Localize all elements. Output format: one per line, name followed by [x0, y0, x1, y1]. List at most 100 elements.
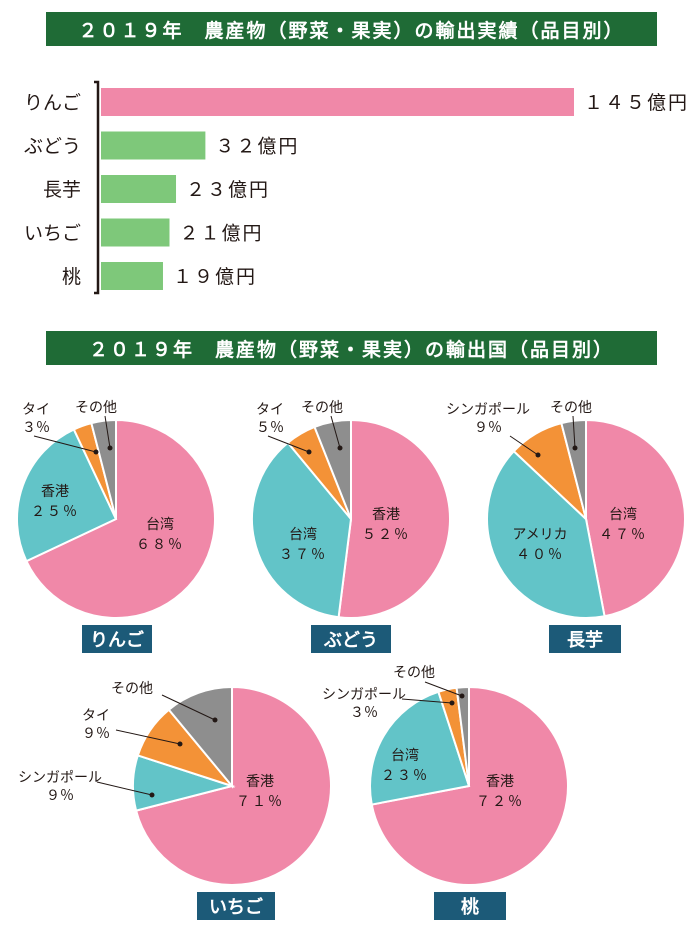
- pie-outside-name: シンガポール: [18, 770, 102, 786]
- pie-slice-value: ２３％: [381, 768, 429, 784]
- pie-outside-value: ３％: [22, 420, 50, 436]
- pie-slice-value: ２５％: [31, 504, 79, 520]
- pie-slice-value: ７２％: [476, 794, 524, 810]
- pie-outside-value: ９％: [46, 788, 74, 804]
- bar-1: [101, 131, 206, 160]
- pie-outside-name: その他: [111, 681, 153, 697]
- pie-title-tag: [311, 625, 391, 653]
- pie-slice-name: 台湾: [289, 526, 317, 543]
- pie-outside-name: シンガポール: [322, 687, 406, 703]
- pie-leader-line: [115, 729, 181, 745]
- pie-leader-line: [96, 781, 153, 796]
- pie-slice-name: 香港: [246, 774, 274, 790]
- pie-leader-line: [509, 435, 539, 456]
- pie-slice-0: [585, 418, 686, 618]
- pie-slice-3: [455, 685, 470, 787]
- pie-slice-name: 台湾: [146, 516, 174, 533]
- pie-outside-value: ５％: [256, 420, 284, 436]
- pie-leader-line: [267, 435, 310, 453]
- pie-slice-value: ６８％: [136, 537, 184, 553]
- pie-leader-dot: [459, 693, 465, 699]
- pie-chart-banner: ２０１９年 農産物（野菜・果実）の輸出国（品目別）: [46, 331, 657, 365]
- pie-outside-name: シンガポール: [446, 402, 530, 418]
- pie-outside-value: ３％: [350, 705, 378, 721]
- pie-slice-value: ４０％: [516, 547, 564, 563]
- bar-category-label: 桃: [62, 266, 81, 288]
- pie-leader-line: [104, 415, 111, 449]
- pie-slice-name: 台湾: [609, 506, 637, 523]
- pie-title-tag: [82, 625, 152, 653]
- pie-outside-value: ９％: [474, 420, 502, 436]
- pie-outside-value: ９％: [82, 726, 110, 742]
- pie-slice-name: 香港: [372, 507, 400, 523]
- pie-leader-dot: [306, 449, 312, 455]
- pie-outside-name: その他: [550, 400, 592, 416]
- pie-slice-name: 香港: [486, 774, 514, 790]
- pie-leader-dot: [449, 700, 455, 706]
- pie-title: りんご: [90, 629, 144, 651]
- pie-title-tag: [434, 892, 506, 920]
- pie-slice-1: [16, 428, 118, 563]
- pie-leader-line: [161, 694, 216, 721]
- pie-slice-name: 香港: [41, 484, 69, 500]
- bar-chart-banner: ２０１９年 農産物（野菜・果実）の輸出実績（品目別）: [46, 12, 657, 46]
- pie-leader-dot: [107, 445, 113, 451]
- pie-slice-0: [337, 418, 451, 619]
- bar-category-label: いちご: [24, 223, 81, 245]
- bar-value-label: ２１億円: [180, 223, 264, 245]
- pie-outside-name: タイ: [82, 708, 110, 724]
- pie-title: ぶどう: [323, 630, 378, 651]
- pie-slice-value: ４７％: [599, 527, 647, 543]
- bar-axis: [94, 80, 100, 295]
- pie-leader-dot: [93, 449, 99, 455]
- bar-value-label: ３２億円: [215, 136, 299, 158]
- pie-leader-dot: [177, 741, 183, 747]
- pie-leader-dot: [212, 717, 218, 723]
- pie-title: いちご: [209, 896, 263, 918]
- pie-slice-1: [486, 449, 606, 619]
- pie-leader-dot: [149, 792, 155, 798]
- pie-slice-value: ５２％: [362, 527, 410, 543]
- pie-slice-3: [167, 685, 233, 789]
- pie-outside-name: その他: [301, 400, 343, 416]
- pie-slice-value: ３７％: [279, 547, 327, 563]
- bar-value-label: １９億円: [173, 266, 257, 288]
- pie-outside-name: タイ: [22, 402, 50, 418]
- pie-title: 長芋: [567, 629, 603, 651]
- bar-category-label: ぶどう: [24, 136, 81, 158]
- pie-title-tag: [549, 625, 621, 653]
- pie-leader-line: [424, 681, 463, 697]
- bar-category-label: 長芋: [43, 179, 81, 201]
- pie-slice-value: ７１％: [236, 794, 284, 810]
- bar-4: [101, 262, 163, 290]
- pie-leader-dot: [337, 445, 343, 451]
- bar-0: [101, 88, 574, 116]
- pie-outside-name: その他: [75, 400, 117, 416]
- pie-leader-line: [330, 415, 341, 449]
- bar-3: [101, 218, 170, 247]
- pie-slice-0: [25, 418, 216, 619]
- pie-slice-1: [251, 441, 353, 619]
- pie-outside-name: その他: [393, 665, 435, 681]
- bar-value-label: １４５億円: [584, 92, 689, 114]
- pie-slice-name: 台湾: [391, 747, 419, 764]
- pie-leader-line: [33, 435, 97, 453]
- pie-title-tag: [197, 892, 275, 920]
- pie-leader-line: [572, 415, 576, 449]
- pie-leader-dot: [535, 452, 541, 458]
- bar-2: [101, 175, 177, 203]
- pie-outside-name: タイ: [256, 402, 284, 418]
- bar-value-label: ２３億円: [186, 179, 270, 201]
- pie-title: 桃: [461, 896, 479, 918]
- pie-slice-name: アメリカ: [512, 527, 567, 543]
- pie-leader-dot: [572, 445, 578, 451]
- pie-leader-line: [401, 698, 453, 704]
- pie-slice-1: [369, 690, 471, 806]
- bar-category-label: りんご: [24, 92, 81, 114]
